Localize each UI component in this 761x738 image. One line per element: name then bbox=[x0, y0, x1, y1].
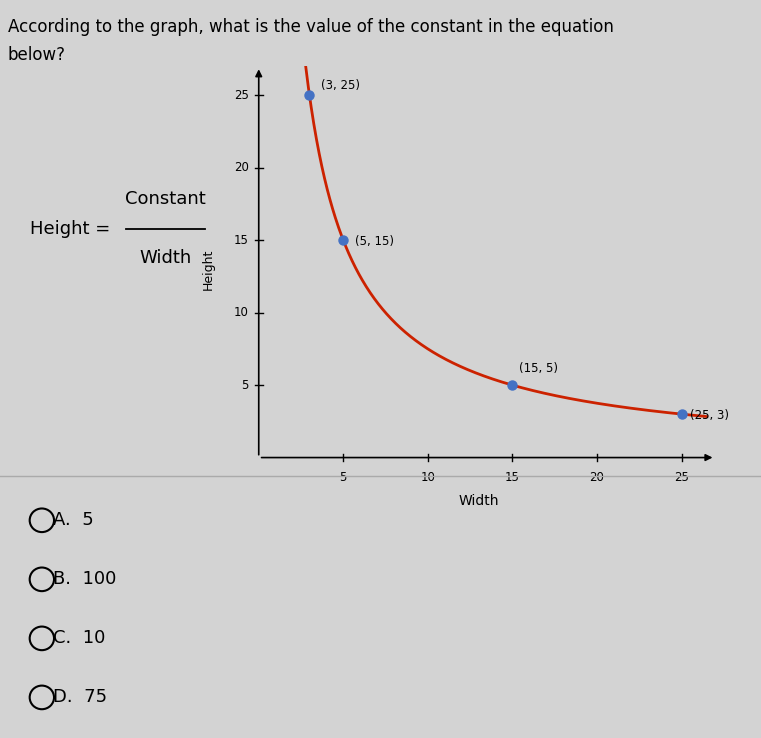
Text: 25: 25 bbox=[234, 89, 249, 102]
Text: (3, 25): (3, 25) bbox=[321, 80, 360, 92]
Text: (5, 15): (5, 15) bbox=[355, 235, 394, 248]
Text: C.  10: C. 10 bbox=[53, 630, 106, 647]
Text: 10: 10 bbox=[234, 306, 249, 320]
Text: According to the graph, what is the value of the constant in the equation: According to the graph, what is the valu… bbox=[8, 18, 613, 36]
Text: 20: 20 bbox=[234, 162, 249, 174]
Text: B.  100: B. 100 bbox=[53, 570, 116, 588]
Text: 5: 5 bbox=[241, 379, 249, 392]
Text: 25: 25 bbox=[674, 471, 689, 483]
Text: D.  75: D. 75 bbox=[53, 689, 107, 706]
Text: A.  5: A. 5 bbox=[53, 511, 94, 529]
Text: 10: 10 bbox=[420, 471, 435, 483]
Text: 5: 5 bbox=[339, 471, 347, 483]
Text: 20: 20 bbox=[590, 471, 604, 483]
Text: 15: 15 bbox=[505, 471, 520, 483]
Text: Height: Height bbox=[202, 249, 215, 290]
Text: Height =: Height = bbox=[30, 220, 116, 238]
Text: below?: below? bbox=[8, 46, 65, 63]
Text: Width: Width bbox=[139, 249, 192, 267]
Text: 15: 15 bbox=[234, 234, 249, 246]
Text: Constant: Constant bbox=[125, 190, 206, 208]
Text: Width: Width bbox=[458, 494, 498, 508]
Text: (25, 3): (25, 3) bbox=[690, 409, 729, 422]
Text: (15, 5): (15, 5) bbox=[519, 362, 558, 375]
